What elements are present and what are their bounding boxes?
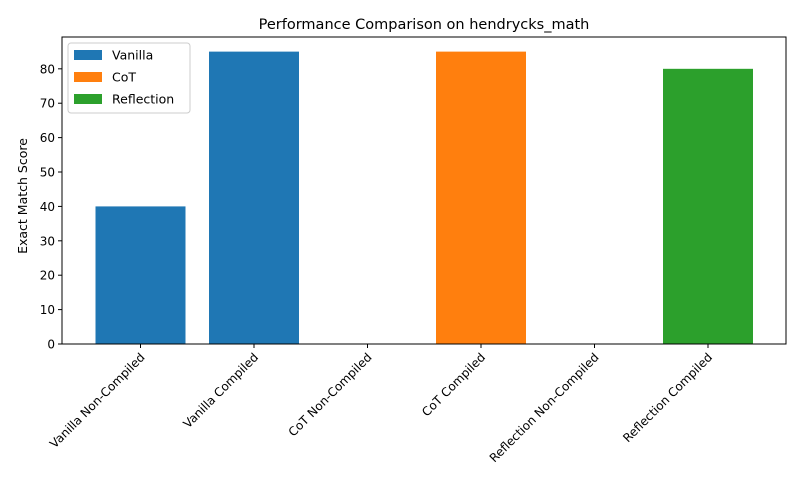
legend-swatch — [74, 72, 102, 82]
legend-label: CoT — [112, 70, 136, 85]
y-axis-ticks: 0 10 20 30 40 50 60 70 80 — [40, 62, 62, 352]
legend-swatch — [74, 94, 102, 104]
bar — [436, 51, 526, 344]
legend: Vanilla CoT Reflection — [67, 42, 191, 114]
y-tick-label: 70 — [40, 97, 55, 111]
y-tick-label: 80 — [40, 62, 55, 76]
bar — [663, 68, 753, 344]
y-tick-label: 0 — [47, 338, 55, 352]
plot-frame — [61, 36, 787, 345]
bar — [95, 206, 186, 344]
y-axis-label: Exact Match Score — [15, 138, 30, 254]
chart-title: Performance Comparison on hendrycks_math — [259, 17, 590, 33]
bar — [209, 51, 299, 344]
bars — [95, 51, 753, 344]
y-tick-label: 20 — [40, 269, 55, 283]
y-tick-label: 60 — [40, 131, 55, 145]
y-tick-label: 40 — [40, 200, 55, 214]
y-tick-label: 30 — [40, 234, 55, 248]
legend-label: Reflection — [112, 92, 174, 107]
legend-swatch — [74, 50, 102, 60]
y-tick-label: 50 — [40, 166, 55, 180]
legend-label: Vanilla — [112, 48, 153, 63]
y-tick-label: 10 — [40, 303, 55, 317]
